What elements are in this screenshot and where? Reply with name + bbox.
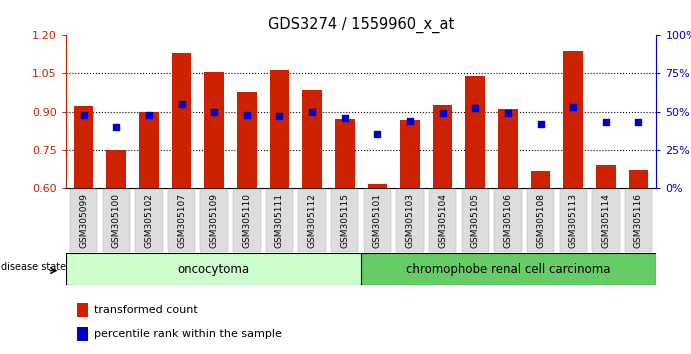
Text: chromophobe renal cell carcinoma: chromophobe renal cell carcinoma (406, 263, 611, 275)
Bar (205, 72, 224, 188)
Bar (106, 149, 126, 188)
Bar (361, 253, 656, 285)
Text: GSM305103: GSM305103 (406, 193, 415, 248)
Point (78, 112, 89, 118)
FancyBboxPatch shape (200, 189, 228, 252)
Bar (433, 105, 453, 188)
Text: GSM305110: GSM305110 (243, 193, 252, 248)
Bar (335, 119, 354, 188)
Bar (302, 90, 322, 188)
Text: GSM305105: GSM305105 (471, 193, 480, 248)
Point (307, 109, 318, 114)
Bar (74, 107, 93, 188)
Point (143, 112, 154, 118)
Point (339, 115, 350, 120)
FancyBboxPatch shape (70, 189, 97, 252)
Text: disease state: disease state (1, 262, 66, 273)
FancyBboxPatch shape (299, 189, 325, 252)
Point (535, 121, 546, 126)
Text: percentile rank within the sample: percentile rank within the sample (94, 329, 282, 339)
Text: GSM305114: GSM305114 (601, 193, 610, 248)
Bar (237, 92, 256, 188)
FancyBboxPatch shape (233, 189, 261, 252)
Bar (139, 112, 159, 188)
Bar (77, 327, 88, 341)
FancyBboxPatch shape (462, 189, 489, 252)
FancyBboxPatch shape (135, 189, 162, 252)
Point (633, 119, 644, 125)
Text: GSM305111: GSM305111 (275, 193, 284, 248)
Bar (629, 170, 648, 188)
Bar (77, 303, 88, 317)
Bar (269, 70, 290, 188)
Point (600, 119, 612, 125)
Text: GSM305116: GSM305116 (634, 193, 643, 248)
Point (568, 104, 579, 110)
FancyBboxPatch shape (331, 189, 359, 252)
Bar (531, 171, 550, 188)
Text: GSM305101: GSM305101 (373, 193, 382, 248)
Title: GDS3274 / 1559960_x_at: GDS3274 / 1559960_x_at (268, 16, 454, 33)
Point (404, 118, 415, 124)
Point (209, 109, 220, 114)
Bar (400, 120, 420, 188)
FancyBboxPatch shape (266, 189, 293, 252)
Text: GSM305102: GSM305102 (144, 193, 153, 248)
FancyBboxPatch shape (494, 189, 522, 252)
Text: oncocytoma: oncocytoma (178, 263, 249, 275)
Text: GSM305104: GSM305104 (438, 193, 447, 248)
Bar (368, 184, 387, 188)
Text: GSM305099: GSM305099 (79, 193, 88, 248)
Text: GSM305100: GSM305100 (112, 193, 121, 248)
Text: GSM305108: GSM305108 (536, 193, 545, 248)
Point (470, 105, 481, 111)
FancyBboxPatch shape (397, 189, 424, 252)
FancyBboxPatch shape (527, 189, 554, 252)
Bar (563, 51, 583, 188)
Bar (66, 253, 361, 285)
Bar (466, 76, 485, 188)
Point (437, 110, 448, 116)
Point (502, 110, 513, 116)
Text: GSM305115: GSM305115 (340, 193, 349, 248)
FancyBboxPatch shape (592, 189, 620, 252)
Text: GSM305112: GSM305112 (307, 193, 316, 248)
FancyBboxPatch shape (363, 189, 391, 252)
Text: GSM305106: GSM305106 (504, 193, 513, 248)
FancyBboxPatch shape (625, 189, 652, 252)
FancyBboxPatch shape (168, 189, 196, 252)
Text: GSM305113: GSM305113 (569, 193, 578, 248)
Text: transformed count: transformed count (94, 305, 198, 315)
FancyBboxPatch shape (102, 189, 130, 252)
Point (241, 112, 252, 118)
Bar (498, 109, 518, 188)
Point (176, 101, 187, 107)
Point (372, 132, 383, 137)
Text: GSM305109: GSM305109 (209, 193, 218, 248)
FancyBboxPatch shape (429, 189, 456, 252)
Text: GSM305107: GSM305107 (177, 193, 186, 248)
Point (111, 124, 122, 130)
Bar (596, 165, 616, 188)
FancyBboxPatch shape (560, 189, 587, 252)
Bar (172, 53, 191, 188)
Point (274, 113, 285, 119)
